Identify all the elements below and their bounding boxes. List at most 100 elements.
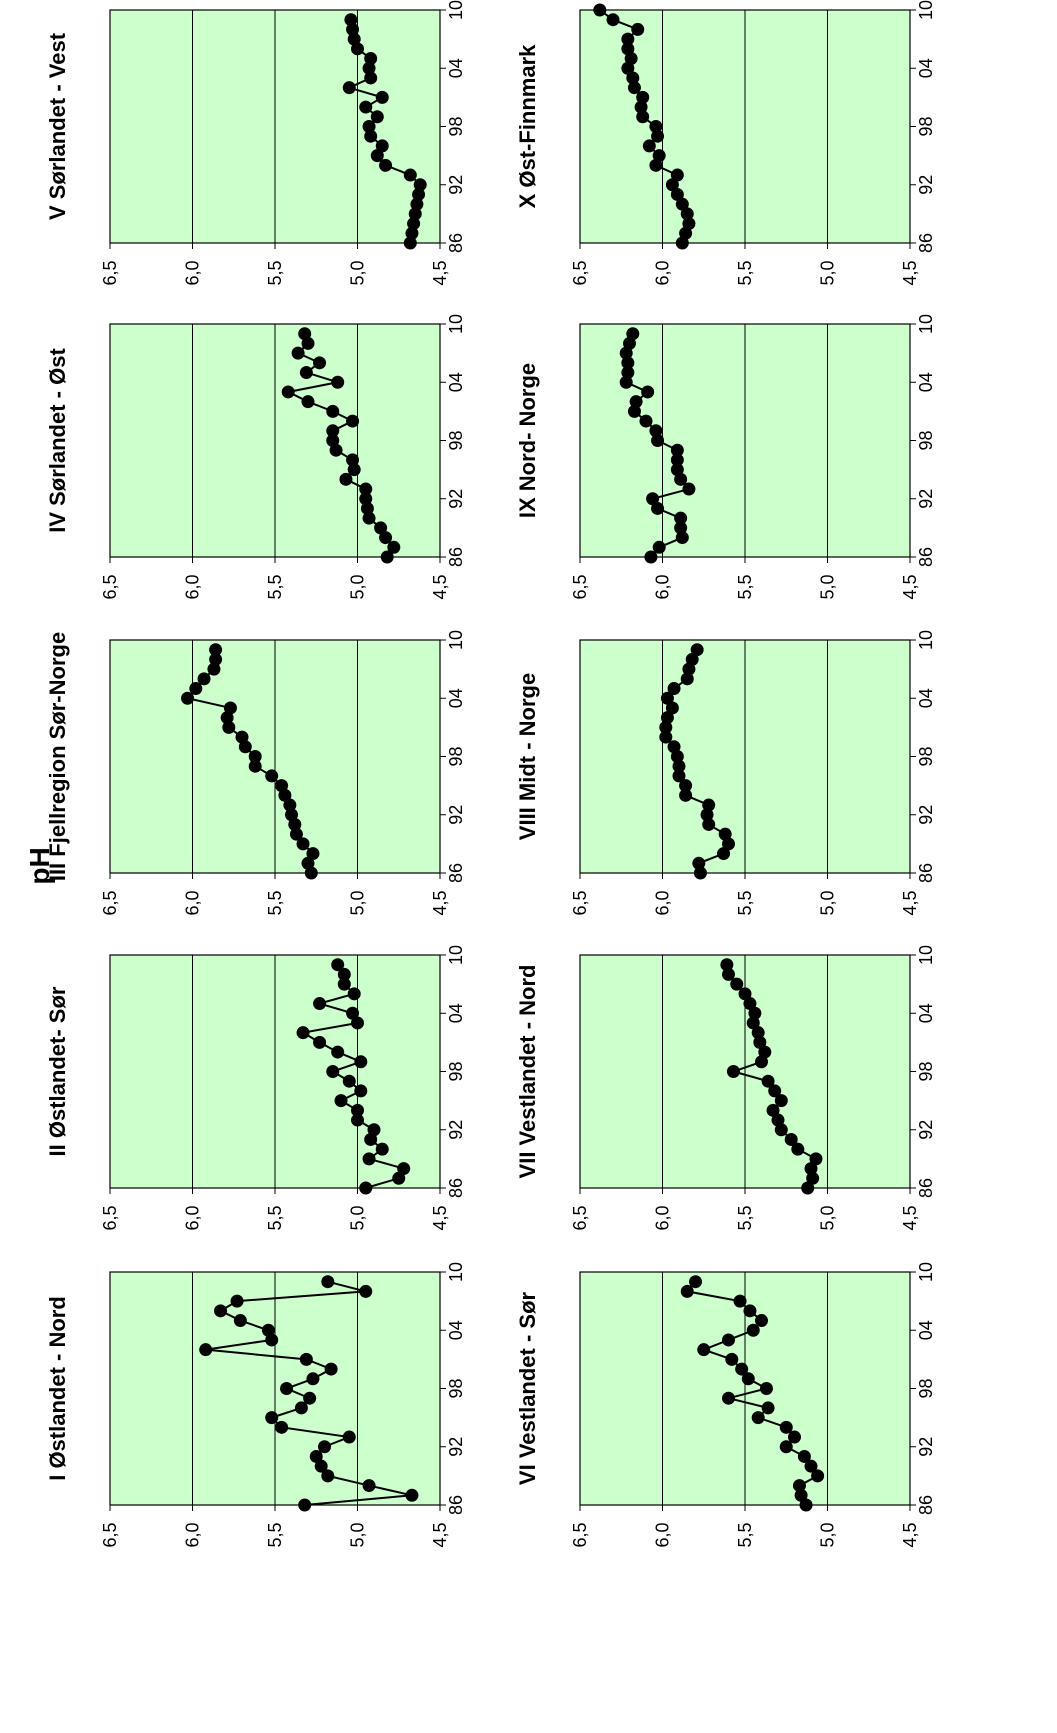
- data-point: [651, 434, 665, 447]
- data-point: [199, 1343, 213, 1357]
- data-point: [702, 817, 716, 831]
- y-tick-label: 6,0: [183, 890, 203, 915]
- y-tick-label: 6,5: [570, 1205, 590, 1230]
- x-tick-label: 92: [916, 805, 936, 825]
- data-point: [313, 997, 327, 1011]
- data-point: [806, 1171, 820, 1185]
- data-point: [761, 1074, 775, 1088]
- data-point: [337, 977, 351, 991]
- data-point: [811, 1469, 825, 1483]
- x-tick-label: 86: [916, 233, 936, 253]
- data-point: [761, 1401, 775, 1415]
- x-tick-label: 10: [916, 0, 936, 20]
- x-tick-label: 10: [916, 314, 936, 334]
- data-point: [314, 1459, 328, 1473]
- x-tick-label: 04: [916, 688, 936, 708]
- data-point: [779, 1420, 793, 1434]
- data-point: [746, 1323, 760, 1337]
- data-point: [283, 798, 297, 812]
- data-point: [303, 1391, 317, 1405]
- y-tick-label: 5,0: [818, 260, 838, 285]
- data-point: [751, 1411, 765, 1425]
- data-point: [261, 1323, 275, 1337]
- y-tick-label: 6,0: [653, 1205, 673, 1230]
- data-point: [359, 1181, 373, 1195]
- data-point: [318, 1440, 331, 1454]
- data-point: [347, 463, 361, 477]
- data-point: [347, 987, 361, 1001]
- y-tick-label: 5,0: [818, 1205, 838, 1230]
- data-point: [222, 720, 236, 734]
- x-tick-label: 92: [446, 175, 466, 195]
- data-point: [306, 847, 320, 861]
- data-point: [679, 788, 693, 802]
- data-point: [690, 643, 704, 657]
- data-point: [652, 149, 666, 163]
- x-tick-label: 04: [446, 58, 466, 78]
- data-point: [748, 1006, 762, 1020]
- data-point: [299, 1352, 313, 1366]
- panel-3: 6,5 6,0 5,5 5,0 4,5 86 92 98 04 10 III Fjellregion…: [45, 630, 466, 916]
- data-point: [280, 1382, 294, 1395]
- data-point: [804, 1459, 818, 1473]
- x-tick-label: 86: [446, 233, 466, 253]
- x-tick-label: 10: [916, 1262, 936, 1282]
- data-point: [375, 139, 389, 153]
- x-tick-label: 86: [446, 1495, 466, 1515]
- data-point: [753, 1035, 767, 1049]
- data-point: [405, 226, 419, 240]
- data-point: [659, 720, 673, 734]
- data-point: [359, 100, 373, 114]
- data-point: [675, 531, 689, 545]
- x-tick-label: 92: [916, 1437, 936, 1457]
- data-point: [362, 511, 376, 525]
- y-tick-label: 4,5: [900, 1522, 920, 1547]
- data-point: [720, 958, 734, 972]
- data-point: [346, 414, 360, 428]
- data-point: [351, 1103, 364, 1117]
- y-tick-label: 5,0: [818, 1522, 838, 1547]
- data-point: [672, 759, 686, 773]
- x-tick-label: 98: [446, 1378, 466, 1398]
- data-point: [359, 1284, 373, 1298]
- data-point: [281, 385, 295, 399]
- data-point: [367, 1123, 381, 1137]
- data-point: [359, 492, 373, 506]
- data-point: [651, 129, 665, 143]
- x-tick-label: 98: [916, 430, 936, 450]
- y-tick-label: 6,5: [100, 1205, 120, 1230]
- data-point: [660, 711, 674, 725]
- data-point: [636, 90, 650, 104]
- y-tick-label: 6,0: [183, 574, 203, 599]
- data-point: [326, 424, 340, 438]
- data-point: [387, 540, 401, 554]
- x-tick-label: 04: [446, 688, 466, 708]
- data-point: [331, 958, 345, 972]
- data-point: [784, 1132, 798, 1146]
- data-point: [606, 13, 620, 27]
- y-tick-label: 4,5: [430, 574, 450, 599]
- data-point: [652, 540, 666, 554]
- y-tick-label: 5,0: [348, 1522, 368, 1547]
- data-point: [265, 769, 279, 783]
- x-tick-label: 98: [916, 746, 936, 766]
- data-point: [779, 1440, 793, 1454]
- x-tick-label: 04: [916, 58, 936, 78]
- data-point: [674, 511, 688, 525]
- x-tick-label: 98: [446, 1061, 466, 1081]
- x-tick-label: 10: [446, 630, 466, 650]
- y-tick-label: 6,0: [183, 1522, 203, 1547]
- x-tick-label: 10: [446, 945, 466, 965]
- x-tick-label: 92: [916, 489, 936, 509]
- data-point: [346, 453, 360, 467]
- data-point: [665, 178, 679, 192]
- data-point: [324, 1362, 338, 1376]
- data-point: [403, 168, 417, 182]
- data-point: [321, 1469, 335, 1483]
- data-point: [692, 856, 706, 870]
- data-point: [397, 1162, 411, 1176]
- data-point: [718, 827, 732, 841]
- x-tick-label: 04: [916, 1003, 936, 1023]
- y-tick-label: 6,5: [570, 1522, 590, 1547]
- panel-title: VII Vestlandet - Nord: [515, 965, 540, 1179]
